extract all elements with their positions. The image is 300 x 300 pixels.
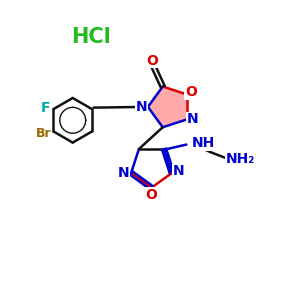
Polygon shape <box>148 87 187 127</box>
Text: NH₂: NH₂ <box>226 152 255 166</box>
Text: O: O <box>185 85 197 99</box>
Text: Br: Br <box>36 127 52 140</box>
Text: NH: NH <box>192 136 215 150</box>
Text: O: O <box>146 188 158 202</box>
Text: HCl: HCl <box>71 27 110 47</box>
Text: N: N <box>172 164 184 178</box>
Text: N: N <box>118 166 130 180</box>
Text: N: N <box>187 112 198 127</box>
Text: N: N <box>136 100 148 114</box>
Text: O: O <box>146 54 158 68</box>
Text: F: F <box>41 101 50 115</box>
